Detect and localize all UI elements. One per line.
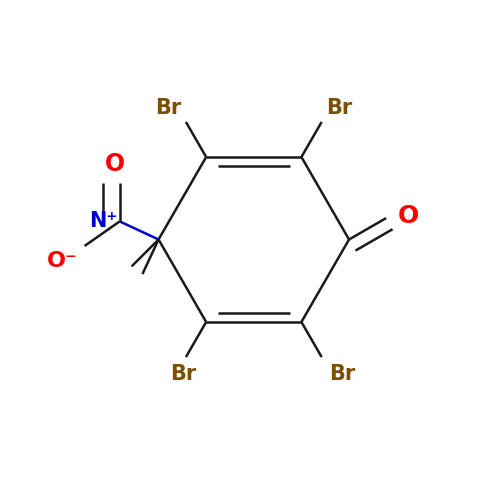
Text: Br: Br	[326, 98, 353, 118]
Text: O: O	[105, 152, 125, 176]
Text: O⁻: O⁻	[46, 251, 78, 271]
Text: Br: Br	[155, 98, 181, 118]
Text: Br: Br	[329, 364, 355, 384]
Text: Br: Br	[171, 364, 197, 384]
Text: O: O	[398, 204, 419, 228]
Text: N⁺: N⁺	[89, 211, 117, 231]
